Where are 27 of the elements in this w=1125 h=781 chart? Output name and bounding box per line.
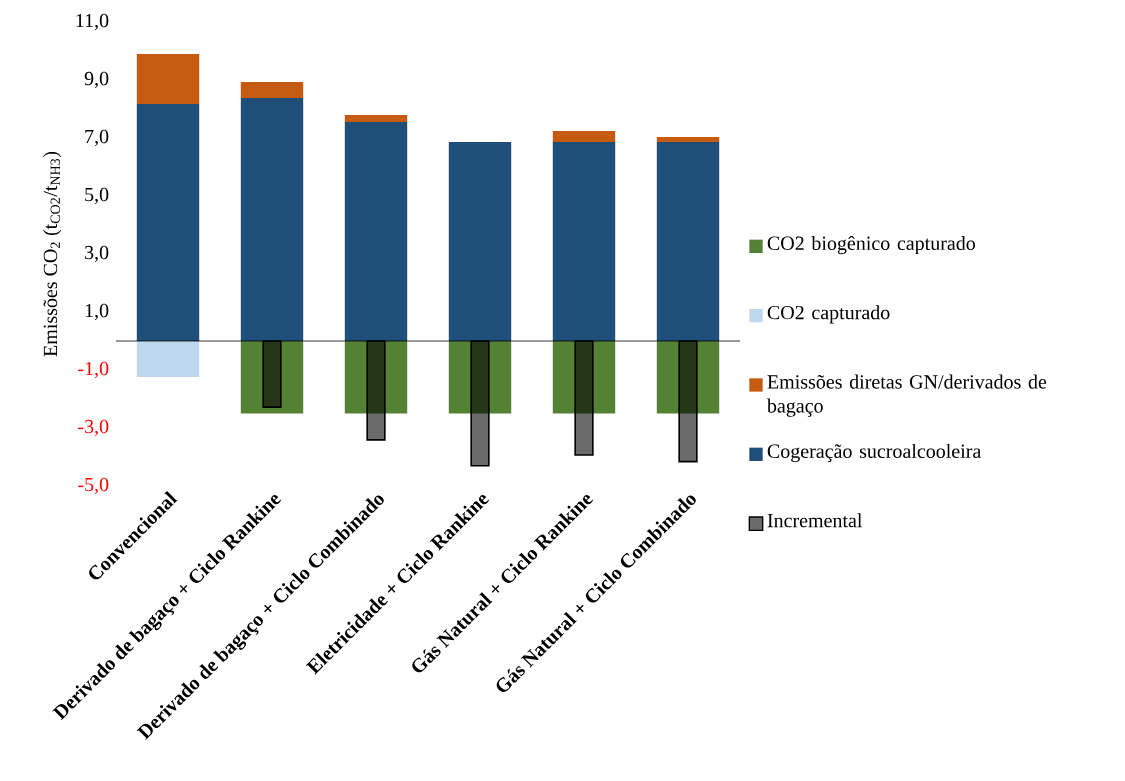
bar bbox=[448, 142, 512, 341]
bar bbox=[344, 115, 408, 123]
bar bbox=[552, 131, 616, 143]
legend-label: Emissões diretas GN/derivados de bagaço bbox=[766, 374, 1047, 417]
y-tick-label: 3,0 bbox=[85, 245, 109, 263]
bar bbox=[240, 82, 304, 98]
y-axis-title: Emissões CO$_{2}$ (t$_{CO2}$/t$_{NH3}$) bbox=[43, 151, 62, 357]
y-tick-label: 5,0 bbox=[85, 187, 109, 205]
bar bbox=[136, 53, 200, 105]
legend-label: CO2 capturado bbox=[767, 305, 890, 324]
y-tick-label: -3,0 bbox=[78, 419, 109, 437]
bar bbox=[136, 104, 200, 341]
bar bbox=[656, 137, 720, 143]
bar bbox=[240, 97, 304, 341]
bar bbox=[344, 122, 408, 341]
bar bbox=[136, 340, 200, 377]
legend-label: Cogeração sucroalcooleira bbox=[767, 443, 982, 463]
y-tick-label: 7,0 bbox=[85, 129, 109, 147]
y-tick-label: -1,0 bbox=[78, 361, 109, 379]
legend-label: CO2 biogênico capturado bbox=[767, 235, 976, 255]
bar bbox=[240, 340, 304, 414]
y-tick-label: 9,0 bbox=[84, 71, 109, 89]
bar bbox=[656, 142, 720, 341]
y-tick-label: 11,0 bbox=[76, 13, 109, 31]
y-tick-label: 1,0 bbox=[85, 303, 109, 321]
legend-label: Incremental bbox=[767, 513, 863, 528]
bar bbox=[552, 142, 616, 341]
